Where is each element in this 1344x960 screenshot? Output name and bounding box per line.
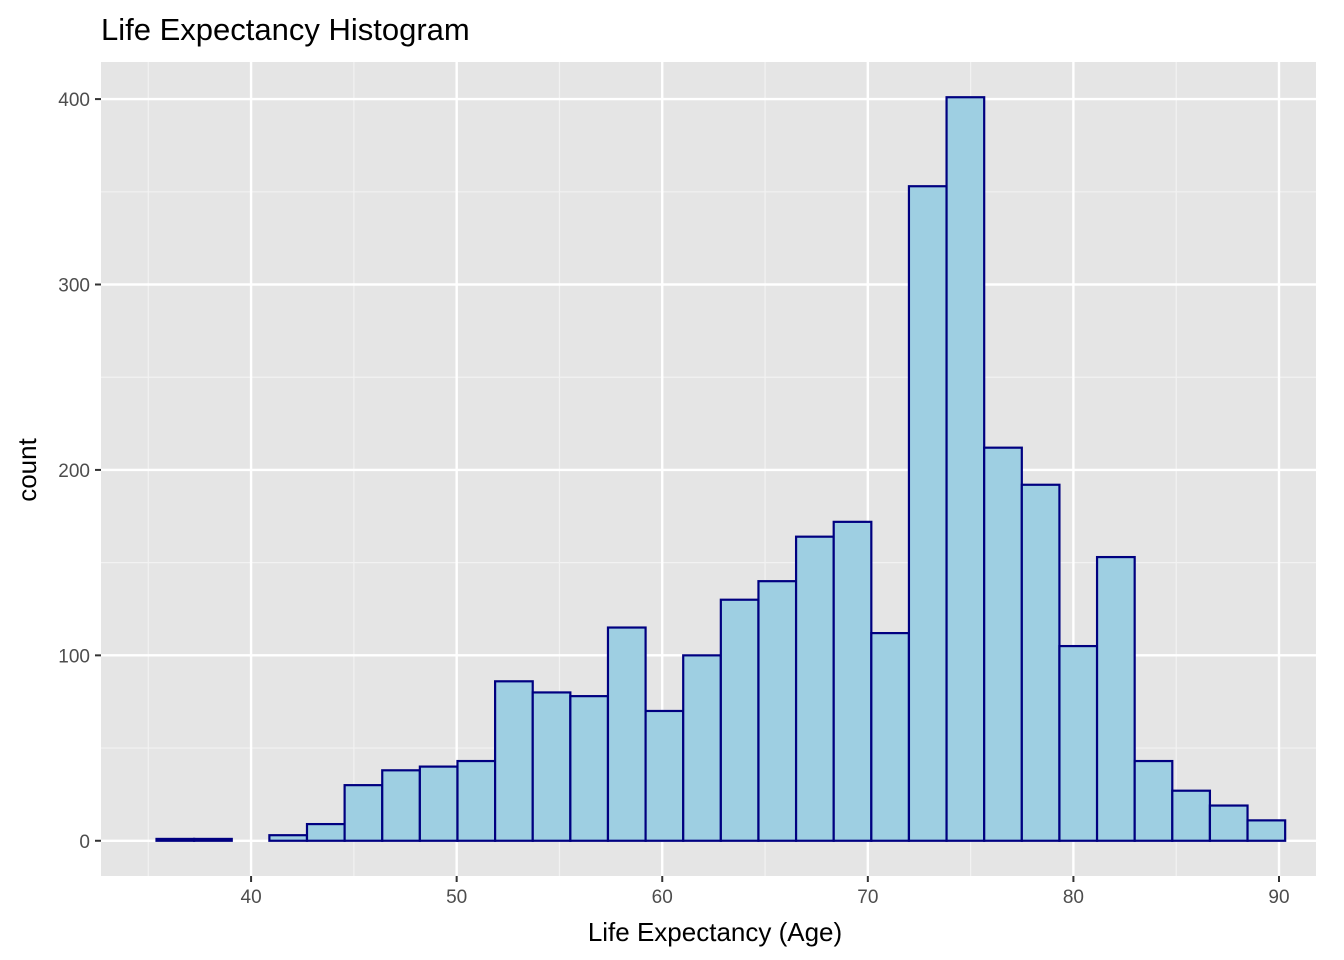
histogram-bar bbox=[1246, 819, 1287, 842]
gridlines bbox=[101, 62, 1316, 876]
histogram-bar bbox=[983, 446, 1023, 842]
x-tick-label: 60 bbox=[652, 887, 673, 908]
histogram-bar bbox=[682, 654, 722, 842]
y-tick-label: 100 bbox=[58, 646, 90, 667]
histogram-bar bbox=[343, 784, 384, 842]
histogram-bar bbox=[268, 834, 309, 842]
histogram-bar bbox=[757, 580, 798, 842]
y-tick-label: 0 bbox=[79, 832, 90, 853]
x-axis-title: Life Expectancy (Age) bbox=[588, 917, 842, 947]
histogram-bar bbox=[1020, 483, 1061, 842]
histogram-bar bbox=[456, 759, 497, 842]
histogram-bar bbox=[531, 691, 572, 842]
y-axis-title: count bbox=[12, 437, 42, 501]
histogram-bar bbox=[494, 680, 534, 842]
histogram-bar bbox=[1208, 804, 1249, 842]
histogram-bar bbox=[644, 709, 685, 842]
x-axis-ticks: 40 50 60 70 80 90 bbox=[241, 876, 1290, 908]
histogram-bar bbox=[1058, 644, 1099, 842]
histogram-bar bbox=[155, 837, 196, 842]
x-tick-label: 80 bbox=[1063, 887, 1084, 908]
y-axis-ticks: 0 100 200 300 400 bbox=[58, 90, 101, 853]
histogram-bar bbox=[794, 535, 835, 842]
histogram-bar bbox=[569, 695, 610, 842]
x-tick-label: 50 bbox=[446, 887, 467, 908]
histogram-bar bbox=[606, 626, 647, 842]
histogram-bar bbox=[418, 765, 459, 842]
histogram-bar bbox=[870, 631, 911, 842]
x-tick-label: 40 bbox=[241, 887, 262, 908]
histogram-bar bbox=[719, 598, 760, 842]
histogram-bar bbox=[1171, 789, 1212, 842]
y-tick-label: 200 bbox=[58, 461, 90, 482]
x-tick-label: 90 bbox=[1268, 887, 1289, 908]
y-tick-label: 400 bbox=[58, 90, 90, 111]
histogram-bar bbox=[381, 769, 421, 842]
chart-title: Life Expectancy Histogram bbox=[101, 12, 470, 47]
histogram-bar bbox=[1133, 759, 1174, 842]
histogram-bar bbox=[305, 822, 346, 842]
x-tick-label: 70 bbox=[857, 887, 878, 908]
histogram-bar bbox=[1095, 555, 1136, 842]
histogram-bar bbox=[945, 96, 986, 842]
histogram-bars bbox=[155, 96, 1287, 842]
histogram-bar bbox=[193, 837, 233, 842]
histogram-bar bbox=[907, 185, 948, 842]
histogram-bar bbox=[832, 520, 873, 842]
y-tick-label: 300 bbox=[58, 276, 90, 297]
